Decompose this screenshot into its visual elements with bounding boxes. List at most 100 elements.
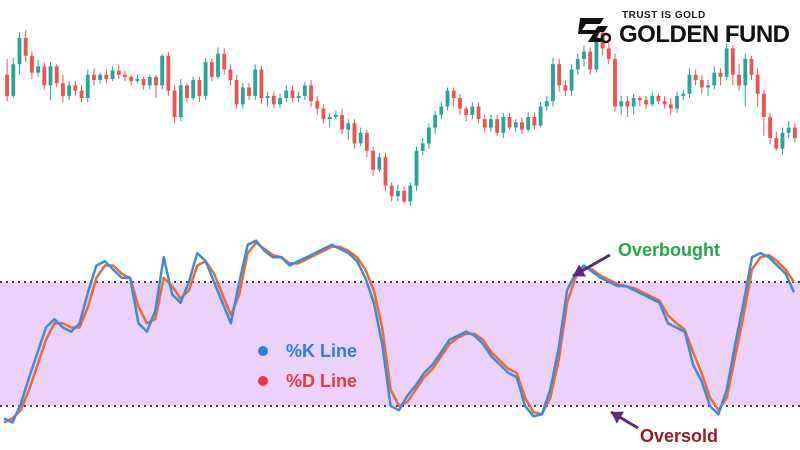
candle-body [154, 76, 158, 86]
candle-body [693, 74, 698, 81]
legend-k-dot [258, 346, 268, 356]
candle-body [526, 117, 531, 130]
candle-body [724, 48, 729, 77]
candle-body [408, 185, 413, 202]
candle-body [650, 95, 655, 105]
candle-body [23, 37, 28, 56]
candle-body [104, 74, 109, 79]
candle-body [668, 104, 673, 109]
candle-body [110, 70, 115, 79]
overbought-arrow-head [573, 264, 587, 277]
candle-body [129, 76, 134, 82]
candle-body [681, 93, 686, 96]
candle-body [619, 101, 624, 107]
legend-item-k: %K Line [258, 336, 357, 366]
candle-body [662, 101, 667, 105]
candle-body [575, 58, 580, 70]
candle-body [464, 108, 469, 115]
candle-body [538, 106, 543, 126]
candle-body [116, 70, 121, 75]
candle-body [191, 80, 196, 98]
candle-body [371, 150, 376, 170]
candle-body [761, 93, 766, 117]
candle-body [346, 123, 351, 130]
brand-tagline: TRUST IS GOLD [622, 10, 706, 21]
candle-body [36, 66, 41, 73]
candle-body [557, 64, 562, 86]
candle-body [54, 66, 59, 84]
candle-body [352, 123, 357, 144]
candle-body [29, 55, 34, 73]
candle-body [290, 90, 295, 98]
candle-body [11, 64, 16, 96]
candle-body [489, 119, 493, 128]
candle-body [197, 80, 202, 96]
candle-body [166, 55, 171, 91]
candle-body [383, 157, 388, 186]
neutral-zone [0, 282, 800, 406]
candle-body [222, 53, 227, 70]
candle-body [749, 58, 754, 75]
oversold-arrow-head [611, 411, 625, 424]
candle-body [563, 85, 568, 91]
candle-body [284, 90, 289, 98]
candle-body [147, 76, 152, 86]
candle-body [656, 95, 661, 102]
candle-body [178, 85, 183, 117]
candle-body [302, 85, 307, 96]
candle-body [228, 69, 233, 81]
candle-body [737, 74, 741, 86]
candle-body [377, 157, 382, 170]
legend-k-label: %K Line [286, 340, 358, 361]
legend-d-dot [258, 376, 268, 386]
candle-body [687, 74, 692, 94]
candle-body [271, 95, 276, 105]
candle-body [594, 32, 599, 70]
candle-body [495, 119, 500, 133]
candle-body [92, 74, 96, 81]
candle-body [203, 62, 208, 96]
candle-body [48, 66, 53, 86]
candle-body [743, 58, 748, 86]
candle-body [644, 100, 648, 105]
candle-body [445, 90, 450, 107]
candle-body [451, 90, 456, 98]
candle-body [160, 55, 165, 86]
candle-body [712, 72, 717, 86]
candle-body [470, 106, 475, 115]
candle-body [631, 98, 636, 107]
candle-body [240, 87, 245, 105]
candle-body [395, 190, 400, 197]
candle-body [333, 114, 338, 117]
candle-body [61, 83, 65, 96]
candle-body [433, 114, 438, 128]
legend: %K Line %D Line [258, 336, 357, 396]
candle-body [123, 74, 127, 77]
candle-body [613, 58, 617, 107]
candle-body [79, 90, 84, 98]
candle-body [426, 127, 431, 144]
candle-body [135, 79, 140, 82]
candle-body [327, 117, 332, 120]
candle-body [73, 85, 78, 91]
candle-body [67, 85, 72, 96]
candle-body [209, 62, 214, 77]
candle-body [42, 66, 47, 86]
candle-body [247, 87, 251, 96]
d-line-series [3, 241, 796, 424]
candle-body [439, 106, 444, 115]
overbought-label: Overbought [618, 240, 720, 260]
candle-body [278, 98, 282, 105]
candle-body [458, 98, 462, 109]
candle-body [718, 72, 723, 77]
candle-body [551, 64, 555, 102]
candle-body [296, 95, 301, 98]
candle-body [389, 185, 394, 197]
candle-body [414, 150, 419, 186]
oversold-label: Oversold [640, 426, 719, 446]
candle-body [185, 85, 189, 98]
candle-body [706, 85, 710, 88]
golden-fund-logo-icon [578, 18, 612, 44]
